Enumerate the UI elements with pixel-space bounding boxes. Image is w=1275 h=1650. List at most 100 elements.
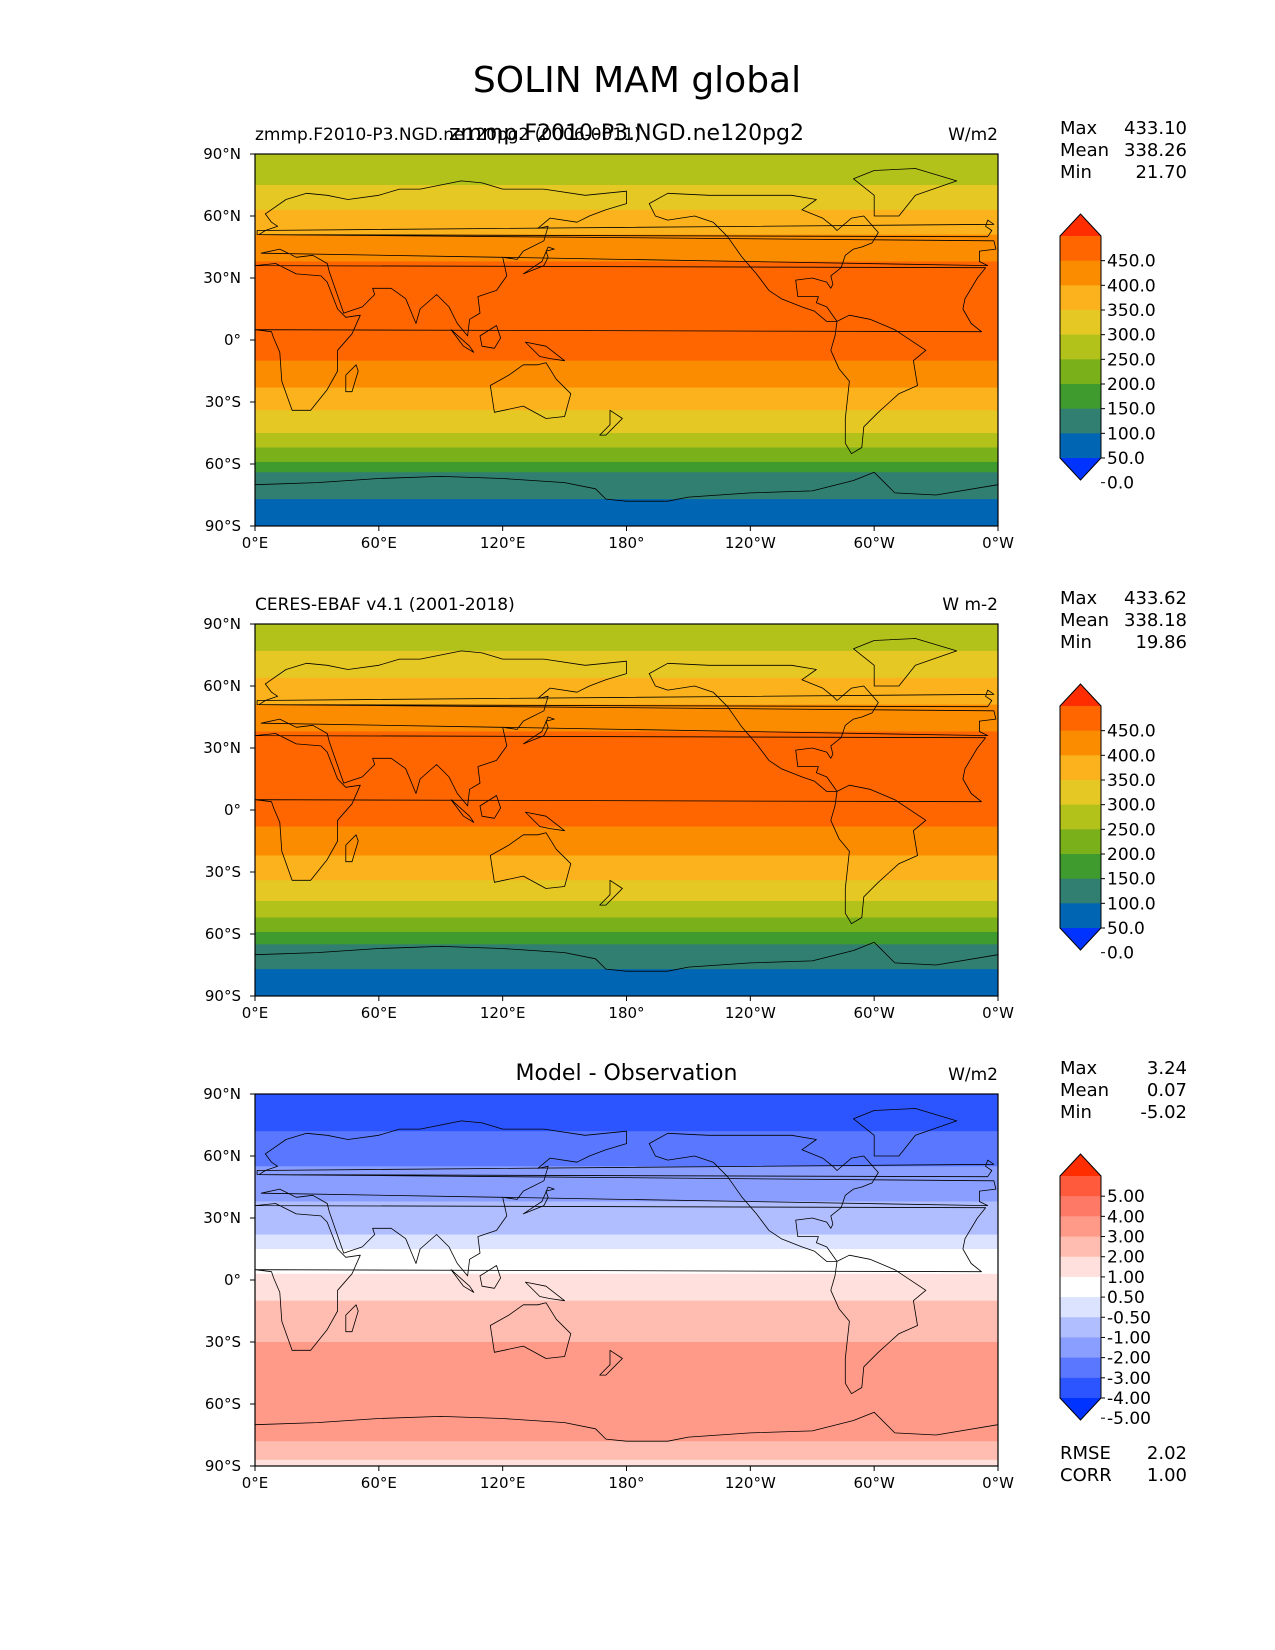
coastline xyxy=(345,1304,359,1333)
x-tick-label: 60°E xyxy=(361,1474,397,1492)
y-tick-label: 30°N xyxy=(203,739,241,757)
lat-band xyxy=(255,931,998,945)
coastline xyxy=(450,1269,475,1293)
x-tick-label: 180° xyxy=(608,1004,644,1022)
lat-band xyxy=(255,944,998,970)
stat-label: Max xyxy=(1060,1058,1098,1079)
coastline xyxy=(525,811,565,832)
y-tick-label: 60°S xyxy=(205,1395,241,1413)
y-tick-label: 0° xyxy=(224,1271,241,1289)
panel-left-title: CERES-EBAF v4.1 (2001-2018) xyxy=(255,595,515,615)
coastline xyxy=(648,1132,879,1262)
y-tick-label: 90°S xyxy=(205,1457,241,1475)
x-tick-label: 60°W xyxy=(853,1474,895,1492)
coastline xyxy=(853,638,958,687)
lat-band xyxy=(255,1273,998,1302)
colorbar-tick-label: -4.00 xyxy=(1107,1389,1151,1409)
colorbar-segment xyxy=(1060,1216,1101,1238)
colorbar-segment xyxy=(1060,1276,1101,1298)
x-tick-label: 120°E xyxy=(480,534,526,552)
colorbar-tick-label: 0.0 xyxy=(1107,944,1134,964)
y-tick-label: 30°S xyxy=(205,393,241,411)
colorbar-tick-label: 300.0 xyxy=(1107,326,1156,346)
stat-value: -5.02 xyxy=(1140,1102,1187,1123)
colorbar-segment xyxy=(1060,1317,1101,1338)
lat-band xyxy=(255,387,998,411)
colorbar-tick-label: 50.0 xyxy=(1107,919,1145,939)
y-tick-label: 30°N xyxy=(203,1209,241,1227)
colorbar-tick-label: 250.0 xyxy=(1107,820,1156,840)
coastline xyxy=(255,1411,998,1466)
colorbar-tick-label: 50.0 xyxy=(1107,449,1145,469)
lat-band xyxy=(255,433,998,448)
colorbar-extend-max xyxy=(1060,1154,1101,1176)
panel-units: W/m2 xyxy=(948,1065,998,1085)
panels: 90°N60°N30°N0°30°S60°S90°S0°E 60°E 120°E 18… xyxy=(203,118,1187,1492)
colorbar-segment xyxy=(1060,755,1101,781)
x-tick-label: 180° xyxy=(608,1474,644,1492)
lat-band xyxy=(255,880,998,902)
map-content xyxy=(255,624,998,996)
stat-label: Max xyxy=(1060,588,1098,609)
map-panel-test: 90°N 60°N 30°N 0° 30°S 60°S 90°S0°E 60°E 120°E 18… xyxy=(203,118,1187,552)
x-tick-label: 120°W xyxy=(725,534,776,552)
stat-value: 338.26 xyxy=(1124,140,1187,161)
colorbar-segment xyxy=(1060,780,1101,806)
map-content xyxy=(255,1094,998,1466)
lat-band xyxy=(255,624,998,652)
x-tick-label: 120°E xyxy=(480,1474,526,1492)
lat-band xyxy=(255,499,998,526)
x-tick-label: 120°W xyxy=(725,1474,776,1492)
lat-band xyxy=(255,360,998,389)
coastline xyxy=(648,192,879,322)
colorbar-tick-label: 450.0 xyxy=(1107,252,1156,272)
y-tick-label: 90°N xyxy=(203,145,241,163)
colorbar-segment xyxy=(1060,1377,1101,1399)
stat-value: 338.18 xyxy=(1124,610,1187,631)
x-tick-label: 60°E xyxy=(361,534,397,552)
lat-band xyxy=(255,447,998,463)
lat-band xyxy=(255,1094,998,1132)
coastline xyxy=(648,662,879,792)
y-tick-label: 0° xyxy=(224,331,241,349)
x-tick-label: 60°W xyxy=(853,1004,895,1022)
lat-band xyxy=(255,410,998,434)
y-tick-label: 90°S xyxy=(205,517,241,535)
lat-band xyxy=(255,704,998,732)
coastline xyxy=(522,1186,555,1215)
x-tick-label: 120°E xyxy=(480,1004,526,1022)
y-tick-label: 0° xyxy=(224,801,241,819)
lat-band xyxy=(255,261,998,362)
coastline xyxy=(255,733,986,881)
lat-band xyxy=(255,1300,998,1343)
colorbar-segment xyxy=(1060,1337,1101,1359)
y-tick-label: 30°S xyxy=(205,863,241,881)
colorbar-segment xyxy=(1060,1196,1101,1217)
coastline xyxy=(479,795,502,819)
stat-label: Min xyxy=(1060,162,1092,183)
colorbar-segment xyxy=(1060,260,1101,286)
lat-band xyxy=(255,209,998,236)
lat-band xyxy=(255,461,998,473)
coastline xyxy=(853,168,958,217)
stat-value: 21.70 xyxy=(1135,162,1187,183)
map-panel-difference: 90°N 60°N 30°N 0° 30°S 60°S 90°S0°E 60°E 120°E 18… xyxy=(203,1058,1187,1492)
y-tick-label: 30°S xyxy=(205,1333,241,1351)
colorbar-tick-label: -0.50 xyxy=(1107,1308,1151,1328)
colorbar-segment xyxy=(1060,804,1101,830)
coastline xyxy=(256,219,995,238)
lat-band xyxy=(255,969,998,996)
colorbar-segment xyxy=(1060,310,1101,336)
coastline xyxy=(489,1302,572,1359)
rmse-label: RMSE xyxy=(1060,1443,1111,1464)
x-tick-label: 60°W xyxy=(853,534,895,552)
y-tick-label: 90°N xyxy=(203,615,241,633)
coastline xyxy=(525,341,565,362)
colorbar-tick-label: 300.0 xyxy=(1107,796,1156,816)
coastline xyxy=(479,1265,502,1289)
lat-band xyxy=(255,1234,998,1250)
colorbar-tick-label: 400.0 xyxy=(1107,746,1156,766)
colorbar-segment xyxy=(1060,384,1101,410)
x-tick-label: 0°E xyxy=(242,1004,269,1022)
colorbar-segment xyxy=(1060,1236,1101,1258)
